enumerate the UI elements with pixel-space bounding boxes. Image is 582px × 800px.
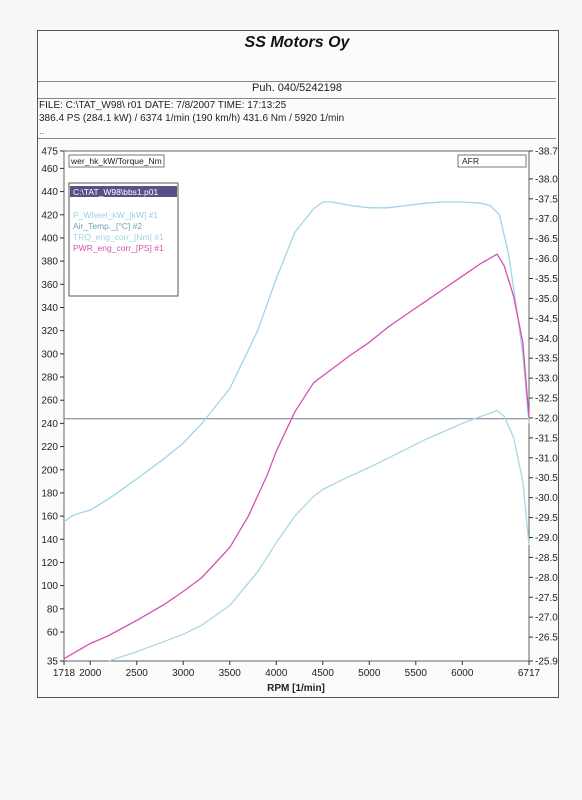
extra-info-line: ..: [39, 126, 45, 136]
right-axis-ticks: -25.9 -26.5 -27.0 -27.5 -28.0 -28.5 -29.0 -29.5…: [529, 147, 558, 668]
legend: C:\TAT_W98\bbs1.p01 P_Wheel_kW_[kW] #1 A…: [68, 182, 179, 297]
left-tick-label: 420: [41, 210, 58, 221]
right-tick-label: -37.0: [535, 214, 558, 225]
right-tick-label: -31.0: [535, 453, 558, 464]
right-tick-label: -36.5: [535, 234, 558, 245]
right-tick-label: -31.5: [535, 433, 558, 444]
right-tick-label: -30.5: [535, 473, 558, 484]
right-tick-label: -33.5: [535, 354, 558, 365]
file-info-line: FILE: C:\TAT_W98\ r01 DATE: 7/8/2007 TIM…: [39, 100, 287, 111]
right-tick-label: -34.0: [535, 334, 558, 345]
right-tick-label: -27.0: [535, 613, 558, 624]
series-line-0: [63, 201, 530, 523]
left-tick-label: 180: [41, 488, 58, 499]
legend-file-highlight: [70, 186, 177, 197]
legend-file: C:\TAT_W98\bbs1.p01: [73, 187, 158, 197]
right-tick-label: -38.0: [535, 174, 558, 185]
right-tick-label: -26.5: [535, 633, 558, 644]
left-tick-label: 260: [41, 396, 58, 407]
x-tick-label: 6000: [451, 668, 474, 679]
left-axis-label: wer_hk_kW/Torque_Nm: [70, 156, 162, 166]
left-tick-label: 340: [41, 303, 58, 314]
right-tick-label: -27.5: [535, 593, 558, 604]
x-tick-label: 3000: [172, 668, 195, 679]
series-line-1: [63, 253, 530, 660]
left-tick-label: 160: [41, 512, 58, 523]
right-tick-label: -35.5: [535, 274, 558, 285]
right-tick-label: -33.0: [535, 374, 558, 385]
series-line-2: [108, 409, 530, 662]
left-tick-label: 60: [47, 628, 59, 639]
legend-entry-power: PWR_eng_corr_[PS] #1: [73, 243, 164, 253]
left-tick-label: 240: [41, 419, 58, 430]
right-tick-label: -35.0: [535, 294, 558, 305]
left-tick-label: 35: [47, 657, 59, 668]
right-tick-label: -28.5: [535, 553, 558, 564]
result-summary-line: 386.4 PS (284.1 kW) / 6374 1/min (190 km…: [39, 113, 345, 124]
legend-box: [68, 182, 179, 297]
x-axis-label: RPM [1/min]: [267, 683, 325, 694]
left-tick-label: 300: [41, 349, 58, 360]
left-tick-label: 460: [41, 164, 58, 175]
right-tick-label: -34.5: [535, 314, 558, 325]
right-tick-label: -29.5: [535, 513, 558, 524]
right-tick-label: -36.0: [535, 254, 558, 265]
left-tick-label: 200: [41, 465, 58, 476]
left-tick-label: 80: [47, 604, 59, 615]
left-tick-label: 380: [41, 257, 58, 268]
right-tick-label: -32.5: [535, 394, 558, 405]
legend-entry-air-temp: Air_Temp._[°C] #2: [73, 221, 142, 231]
legend-entry-torque: TRQ_eng_corr_[Nm] #1: [73, 232, 164, 242]
left-tick-label: 100: [41, 581, 58, 592]
left-tick-label: 320: [41, 326, 58, 337]
x-tick-label: 5000: [358, 668, 381, 679]
x-tick-label: 2500: [126, 668, 149, 679]
right-tick-label: -28.0: [535, 573, 558, 584]
left-tick-label: 360: [41, 280, 58, 291]
right-tick-label: -38.7: [535, 147, 558, 158]
right-tick-label: -37.5: [535, 194, 558, 205]
left-axis-label-box: [68, 154, 165, 168]
x-tick-label: 4000: [265, 668, 288, 679]
x-tick-label: 4500: [312, 668, 335, 679]
left-tick-label: 220: [41, 442, 58, 453]
x-axis-ticks: 1718 2000 2500 3000 3500 4000 4500 5000 5500 6000…: [53, 661, 541, 679]
left-tick-label: 280: [41, 373, 58, 384]
right-tick-label: -29.0: [535, 533, 558, 544]
x-tick-label: 5500: [405, 668, 428, 679]
x-tick-label: 2000: [79, 668, 102, 679]
company-title: SS Motors Oy: [38, 31, 556, 82]
left-tick-label: 140: [41, 535, 58, 546]
legend-entry-wheel-power: P_Wheel_kW_[kW] #1: [73, 210, 158, 220]
left-tick-label: 120: [41, 558, 58, 569]
phone-number: Puh. 040/5242198: [38, 82, 556, 99]
right-axis-label: AFR: [462, 156, 479, 166]
x-tick-label: 3500: [219, 668, 242, 679]
right-tick-label: -32.0: [535, 413, 558, 424]
x-tick-label: 1718: [53, 668, 76, 679]
right-axis-label-box: [457, 154, 527, 168]
header-divider: [38, 138, 556, 139]
right-tick-label: -30.0: [535, 493, 558, 504]
left-tick-label: 475: [41, 147, 58, 158]
right-tick-label: -25.9: [535, 657, 558, 668]
x-tick-label: 6717: [518, 668, 541, 679]
left-tick-label: 400: [41, 233, 58, 244]
left-tick-label: 440: [41, 187, 58, 198]
left-axis-ticks: 35 60 80 100 120 140 160 180 200 220 240 260 280 300 3…: [41, 147, 64, 668]
series-layer: [63, 201, 530, 662]
